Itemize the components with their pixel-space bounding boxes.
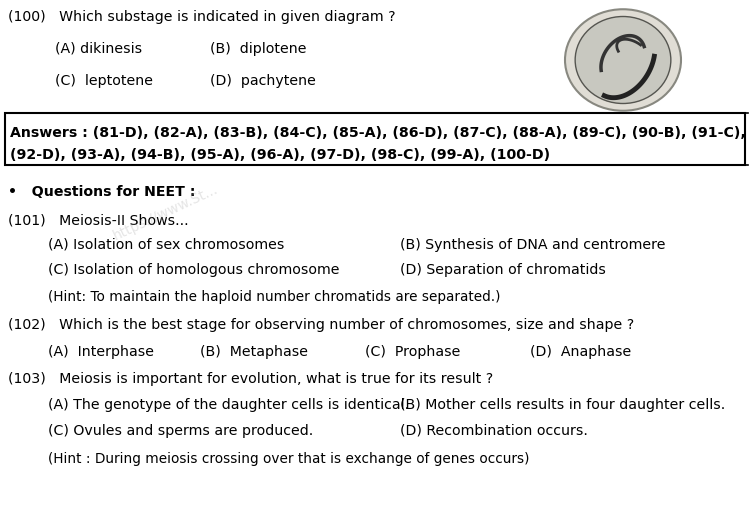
Text: (D)  Anaphase: (D) Anaphase	[530, 345, 631, 359]
Text: (103)   Meiosis is important for evolution, what is true for its result ?: (103) Meiosis is important for evolution…	[8, 372, 493, 386]
Ellipse shape	[575, 17, 671, 103]
Text: (101)   Meiosis-II Shows...: (101) Meiosis-II Shows...	[8, 213, 188, 227]
Text: (A) Isolation of sex chromosomes: (A) Isolation of sex chromosomes	[48, 238, 285, 252]
Text: •   Questions for NEET :: • Questions for NEET :	[8, 185, 196, 199]
Text: (B)  diplotene: (B) diplotene	[210, 42, 306, 56]
Text: (92-D), (93-A), (94-B), (95-A), (96-A), (97-D), (98-C), (99-A), (100-D): (92-D), (93-A), (94-B), (95-A), (96-A), …	[10, 148, 550, 162]
Text: Answers : (81-D), (82-A), (83-B), (84-C), (85-A), (86-D), (87-C), (88-A), (89-C): Answers : (81-D), (82-A), (83-B), (84-C)…	[10, 126, 746, 140]
Text: (B) Synthesis of DNA and centromere: (B) Synthesis of DNA and centromere	[400, 238, 666, 252]
Text: (A) The genotype of the daughter cells is identical.: (A) The genotype of the daughter cells i…	[48, 398, 409, 412]
Text: https://www.St...: https://www.St...	[111, 183, 221, 243]
Text: (100)   Which substage is indicated in given diagram ?: (100) Which substage is indicated in giv…	[8, 10, 395, 24]
FancyBboxPatch shape	[5, 113, 745, 165]
Text: (102)   Which is the best stage for observing number of chromosomes, size and sh: (102) Which is the best stage for observ…	[8, 318, 634, 332]
Text: (Hint: To maintain the haploid number chromatids are separated.): (Hint: To maintain the haploid number ch…	[48, 290, 501, 304]
Text: (C) Isolation of homologous chromosome: (C) Isolation of homologous chromosome	[48, 263, 340, 277]
Text: (B) Mother cells results in four daughter cells.: (B) Mother cells results in four daughte…	[400, 398, 725, 412]
Text: (D) Separation of chromatids: (D) Separation of chromatids	[400, 263, 606, 277]
Text: (B)  Metaphase: (B) Metaphase	[200, 345, 308, 359]
Text: (A)  Interphase: (A) Interphase	[48, 345, 154, 359]
Text: (D) Recombination occurs.: (D) Recombination occurs.	[400, 424, 588, 438]
Text: (Hint : During meiosis crossing over that is exchange of genes occurs): (Hint : During meiosis crossing over tha…	[48, 452, 529, 466]
Ellipse shape	[565, 9, 681, 111]
Text: (D)  pachytene: (D) pachytene	[210, 74, 316, 88]
Text: (C)  Prophase: (C) Prophase	[365, 345, 460, 359]
Text: (C)  leptotene: (C) leptotene	[55, 74, 153, 88]
Text: (A) dikinesis: (A) dikinesis	[55, 42, 142, 56]
Text: (C) Ovules and sperms are produced.: (C) Ovules and sperms are produced.	[48, 424, 313, 438]
